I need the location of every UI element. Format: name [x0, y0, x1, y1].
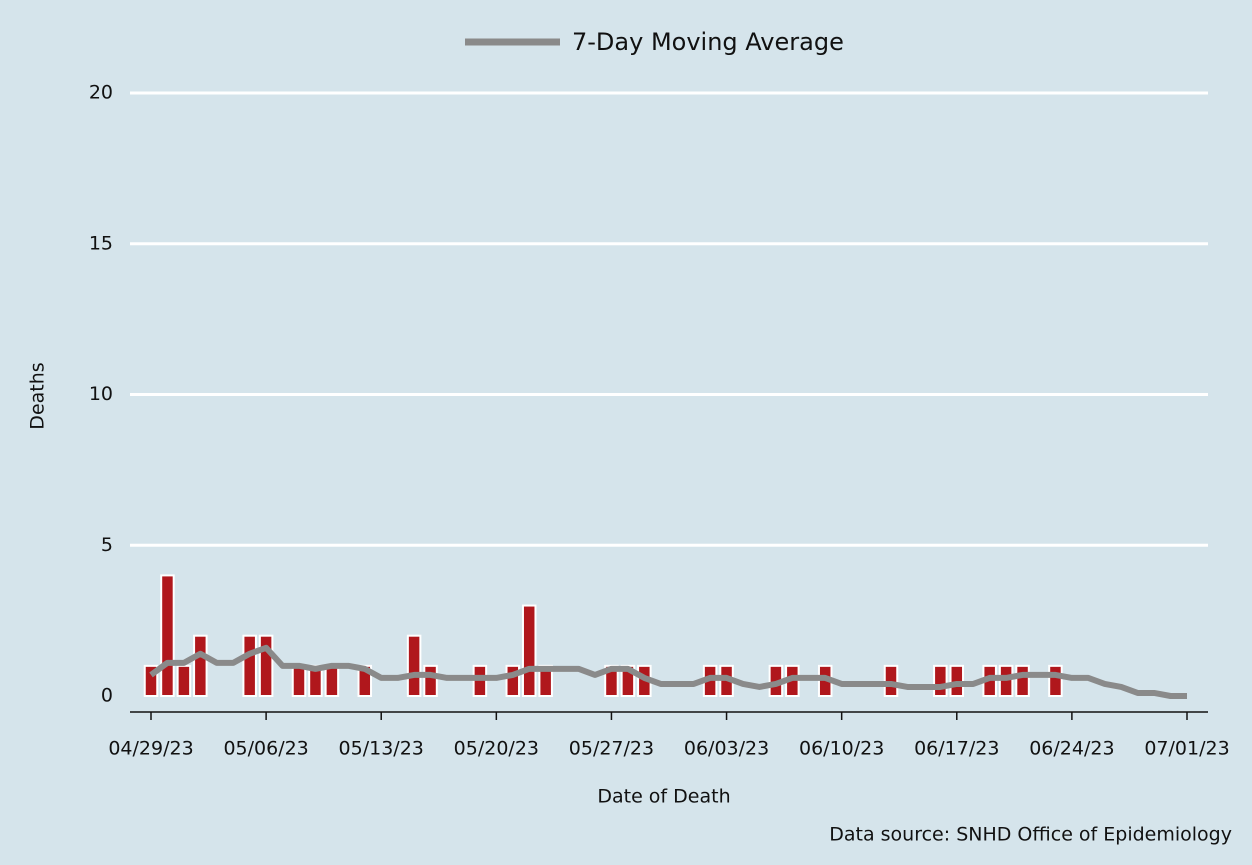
bar	[291, 664, 307, 697]
y-tick-label: 0	[101, 685, 113, 707]
source-note: Data source: SNHD Office of Epidemiology	[829, 824, 1232, 846]
x-tick-label: 06/24/23	[1029, 738, 1114, 760]
bar	[472, 664, 488, 697]
x-tick-label: 05/20/23	[454, 738, 539, 760]
bar	[1015, 664, 1030, 697]
moving-average-line	[149, 644, 1187, 699]
legend-label: 7-Day Moving Average	[572, 28, 844, 56]
x-tick-label: 05/27/23	[569, 738, 654, 760]
bar	[521, 604, 537, 697]
x-tick-label: 06/10/23	[799, 738, 884, 760]
x-tick-label: 04/29/23	[108, 738, 193, 760]
y-tick-label: 5	[101, 534, 113, 556]
y-tick-label: 15	[89, 232, 113, 254]
bar	[176, 664, 192, 697]
bar	[538, 664, 553, 697]
bar	[258, 634, 274, 698]
bar	[949, 664, 965, 697]
bar	[883, 664, 899, 697]
bar	[933, 664, 948, 697]
bar	[324, 664, 340, 697]
bar	[193, 634, 208, 698]
bar	[604, 664, 619, 697]
bar	[1048, 664, 1063, 697]
x-tick-label: 05/13/23	[339, 738, 424, 760]
x-tick-label: 06/17/23	[914, 738, 999, 760]
bar	[423, 664, 438, 697]
x-tick-label: 06/03/23	[684, 738, 769, 760]
bar	[160, 574, 175, 698]
bar	[242, 634, 257, 698]
y-axis-title: Deaths	[27, 362, 49, 429]
y-tick-label: 10	[89, 383, 113, 405]
x-tick-label: 05/06/23	[223, 738, 308, 760]
bar	[998, 664, 1014, 697]
x-tick-label: 07/01/23	[1144, 738, 1229, 760]
x-axis-title: Date of Death	[597, 786, 730, 808]
y-tick-label: 20	[89, 82, 113, 104]
bar	[406, 634, 422, 698]
